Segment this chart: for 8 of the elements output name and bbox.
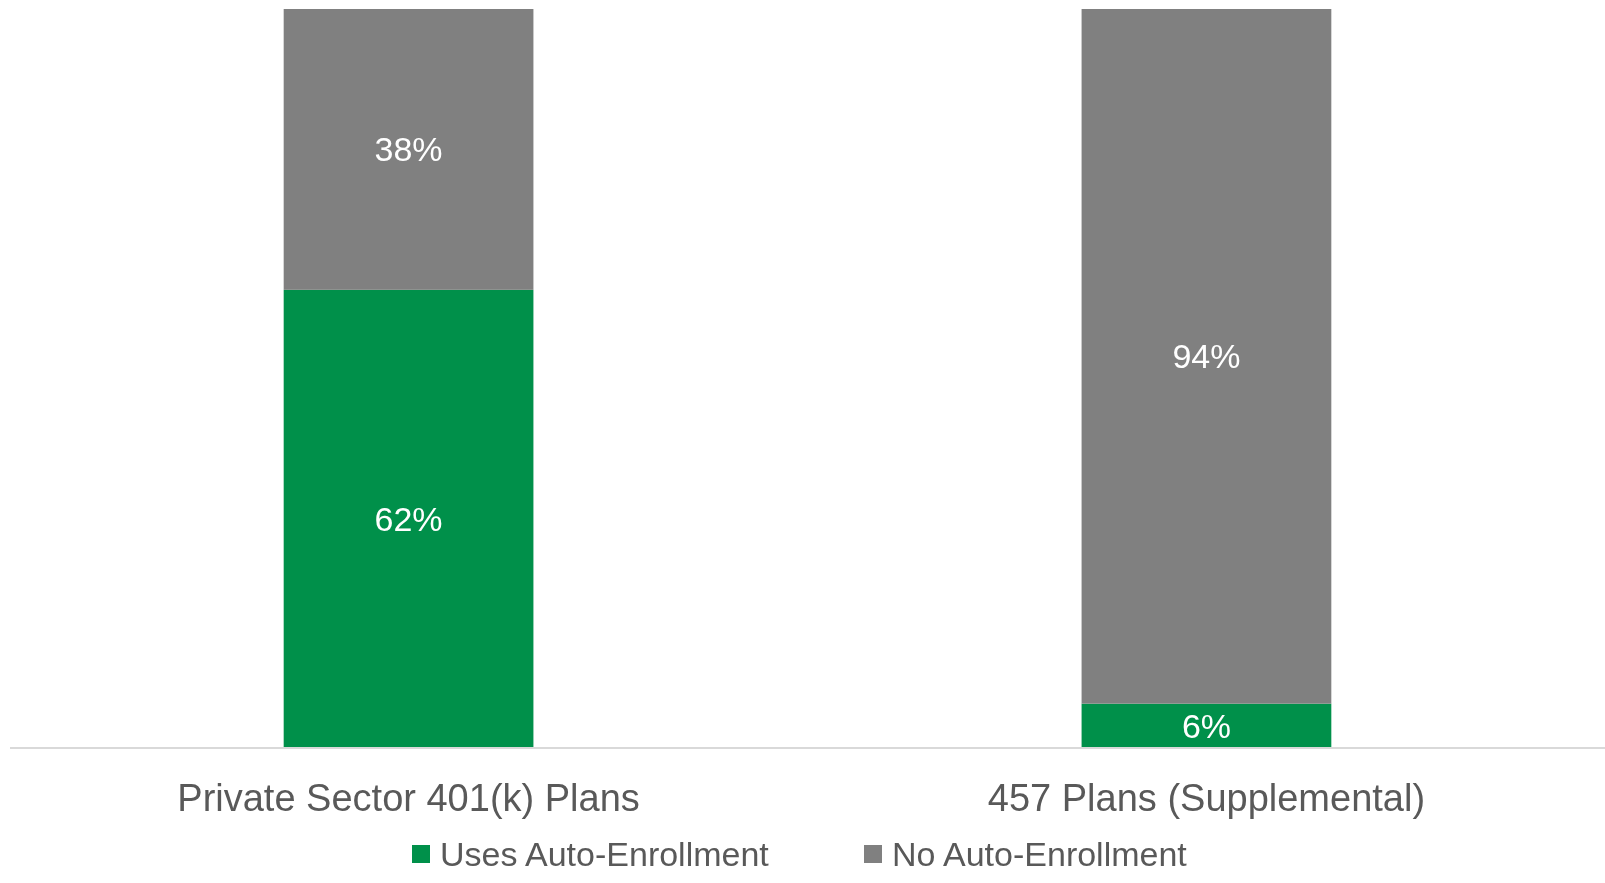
data-label: 38% — [374, 130, 443, 169]
x-tick-label: 457 Plans (Supplemental) — [987, 777, 1426, 820]
x-tick-label: Private Sector 401(k) Plans — [177, 777, 640, 820]
legend-label: Uses Auto-Enrollment — [440, 834, 770, 873]
data-label: 94% — [1172, 337, 1241, 376]
legend-label: No Auto-Enrollment — [892, 834, 1188, 873]
data-label: 6% — [1181, 706, 1232, 745]
data-label: 62% — [374, 499, 443, 538]
